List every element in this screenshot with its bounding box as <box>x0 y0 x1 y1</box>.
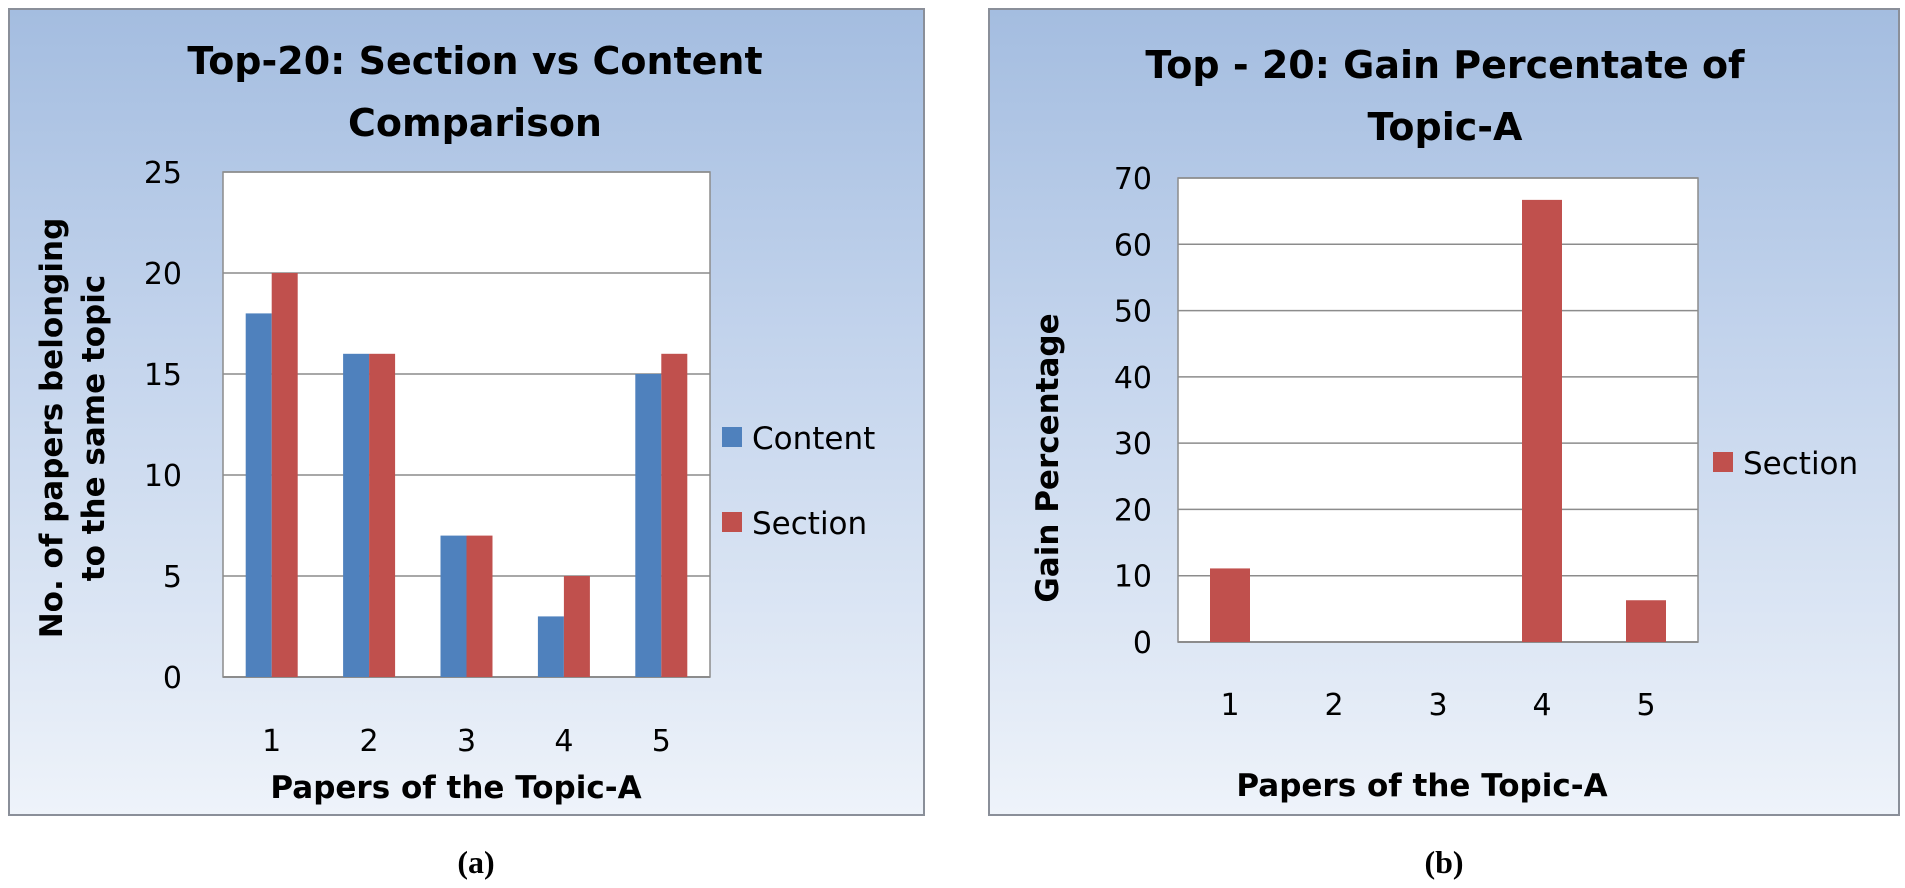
chart-title-line: Top - 20: Gain Percentate of <box>1145 43 1745 87</box>
y-tick-label: 0 <box>163 661 182 696</box>
x-tick-label: 5 <box>1636 688 1655 723</box>
y-tick-label: 25 <box>144 156 182 191</box>
x-tick-label: 2 <box>1324 688 1343 723</box>
x-tick-label: 2 <box>360 724 379 759</box>
bar-content-4 <box>537 616 564 677</box>
x-tick-label: 3 <box>1428 688 1447 723</box>
bar-section-4 <box>563 576 590 677</box>
plot-area <box>1177 177 1699 643</box>
y-tick-label: 5 <box>163 560 182 595</box>
bar-section-2 <box>369 353 396 677</box>
x-tick-label: 1 <box>262 724 281 759</box>
chart-panel-b: Top - 20: Gain Percentate of Topic-A 0 10 20… <box>988 8 1900 816</box>
x-axis-label: Papers of the Topic-A <box>1236 768 1607 804</box>
legend-swatch-section <box>1713 452 1733 472</box>
subfigure-label-b: (b) <box>1424 844 1464 880</box>
y-tick-label: 15 <box>144 358 182 393</box>
bar-section-1 <box>271 273 298 677</box>
bar-section-1 <box>1210 568 1250 642</box>
subfigure-label-a: (a) <box>457 844 495 880</box>
bar-section-5 <box>1626 600 1666 642</box>
y-tick-label: 60 <box>1114 228 1152 263</box>
bar-content-5 <box>635 374 662 677</box>
y-tick-label: 50 <box>1114 295 1152 330</box>
legend-label-section: Section <box>752 506 867 542</box>
y-tick-label: 20 <box>144 257 182 292</box>
bar-section-4 <box>1522 199 1562 643</box>
x-tick-label: 5 <box>652 724 671 759</box>
bar-section-5 <box>661 353 688 677</box>
bar-content-1 <box>245 313 272 677</box>
y-tick-label: 10 <box>144 459 182 494</box>
x-axis-label: Papers of the Topic-A <box>270 770 641 806</box>
y-axis-label-line: to the same topic <box>76 275 112 581</box>
x-tick-label: 4 <box>554 724 573 759</box>
chart-panel-a: Top-20: Section vs Content Comparison 0 5 10… <box>8 8 925 816</box>
y-tick-label: 20 <box>1114 493 1152 528</box>
chart-title-line: Topic-A <box>1368 105 1524 149</box>
chart-title-line: Top-20: Section vs Content <box>187 39 762 83</box>
legend-label-content: Content <box>752 421 875 457</box>
legend-label-section: Section <box>1743 446 1858 482</box>
y-tick-label: 10 <box>1114 560 1152 595</box>
x-tick-label: 3 <box>457 724 476 759</box>
y-tick-label: 40 <box>1114 361 1152 396</box>
y-axis-label-line: Gain Percentage <box>1030 313 1066 602</box>
bar-content-3 <box>440 535 467 677</box>
legend-swatch-content <box>722 427 742 447</box>
y-axis-label-line: No. of papers belonging <box>34 218 70 639</box>
bar-section-3 <box>466 535 493 677</box>
chart-b: Top - 20: Gain Percentate of Topic-A 0 10 20… <box>1030 43 1858 804</box>
chart-title-line: Comparison <box>348 101 602 145</box>
bar-content-2 <box>343 353 370 677</box>
legend-swatch-section <box>722 512 742 532</box>
y-tick-label: 30 <box>1114 427 1152 462</box>
x-tick-label: 4 <box>1532 688 1551 723</box>
y-tick-label: 0 <box>1133 626 1152 661</box>
chart-a: Top-20: Section vs Content Comparison 0 5 10… <box>34 39 875 806</box>
y-tick-label: 70 <box>1114 162 1152 197</box>
x-tick-label: 1 <box>1220 688 1239 723</box>
